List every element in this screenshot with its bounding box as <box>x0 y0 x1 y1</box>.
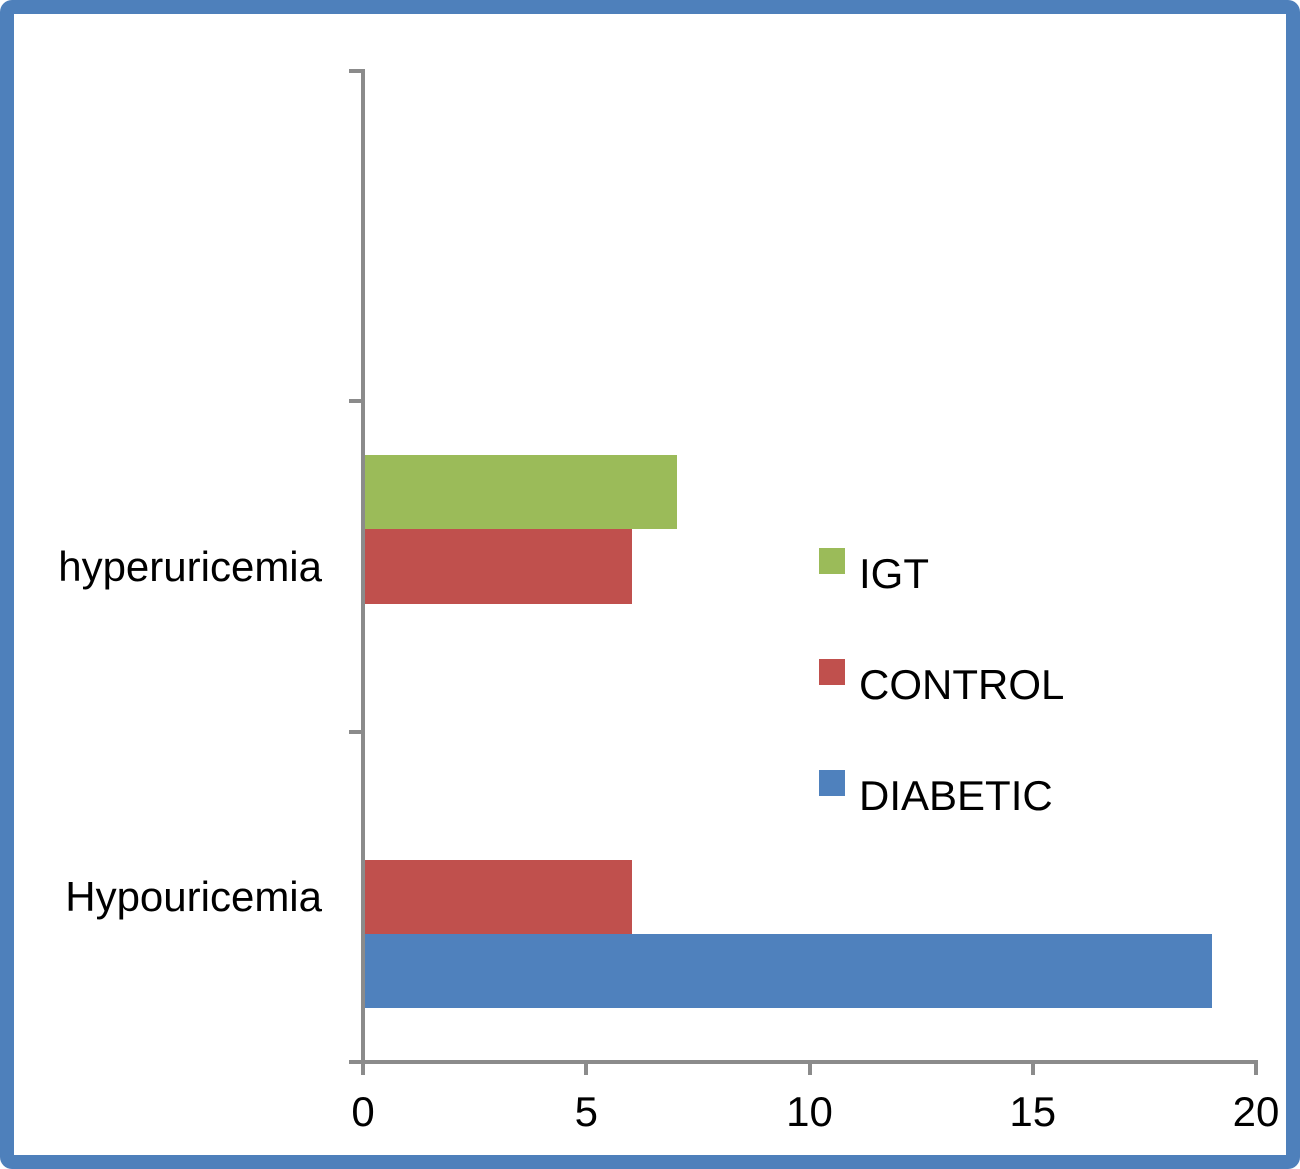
x-axis-tick <box>361 1062 365 1075</box>
bar-igt-hyperuricemia <box>364 455 677 530</box>
x-axis-line <box>349 1060 1258 1064</box>
x-axis-tick <box>584 1062 589 1075</box>
category-label: hyperuricemia <box>58 542 322 590</box>
bar-control-hypouricemia <box>364 859 632 934</box>
x-tick-label: 15 <box>1009 1088 1057 1135</box>
y-axis-tick <box>349 69 363 73</box>
legend-label: IGT <box>859 550 929 597</box>
legend-swatch-control <box>819 659 845 685</box>
y-axis-tick <box>349 399 363 404</box>
x-axis-tick <box>1254 1062 1258 1075</box>
legend-label: CONTROL <box>859 661 1065 708</box>
legend-swatch-igt <box>819 548 845 574</box>
x-tick-label: 20 <box>1232 1088 1280 1135</box>
x-tick-label: 5 <box>574 1088 598 1135</box>
x-axis-tick <box>807 1062 812 1075</box>
category-label: Hypouricemia <box>65 872 322 920</box>
bar-diabetic-hypouricemia <box>364 933 1213 1009</box>
bar-control-hyperuricemia <box>364 529 632 604</box>
x-tick-label: 10 <box>786 1088 833 1135</box>
y-axis-tick <box>349 729 363 734</box>
x-axis-tick <box>1030 1062 1035 1075</box>
legend-label: DIABETIC <box>859 772 1053 819</box>
legend-swatch-diabetic <box>819 770 845 796</box>
y-axis-line <box>361 69 365 1075</box>
x-tick-label: 0 <box>351 1088 375 1135</box>
